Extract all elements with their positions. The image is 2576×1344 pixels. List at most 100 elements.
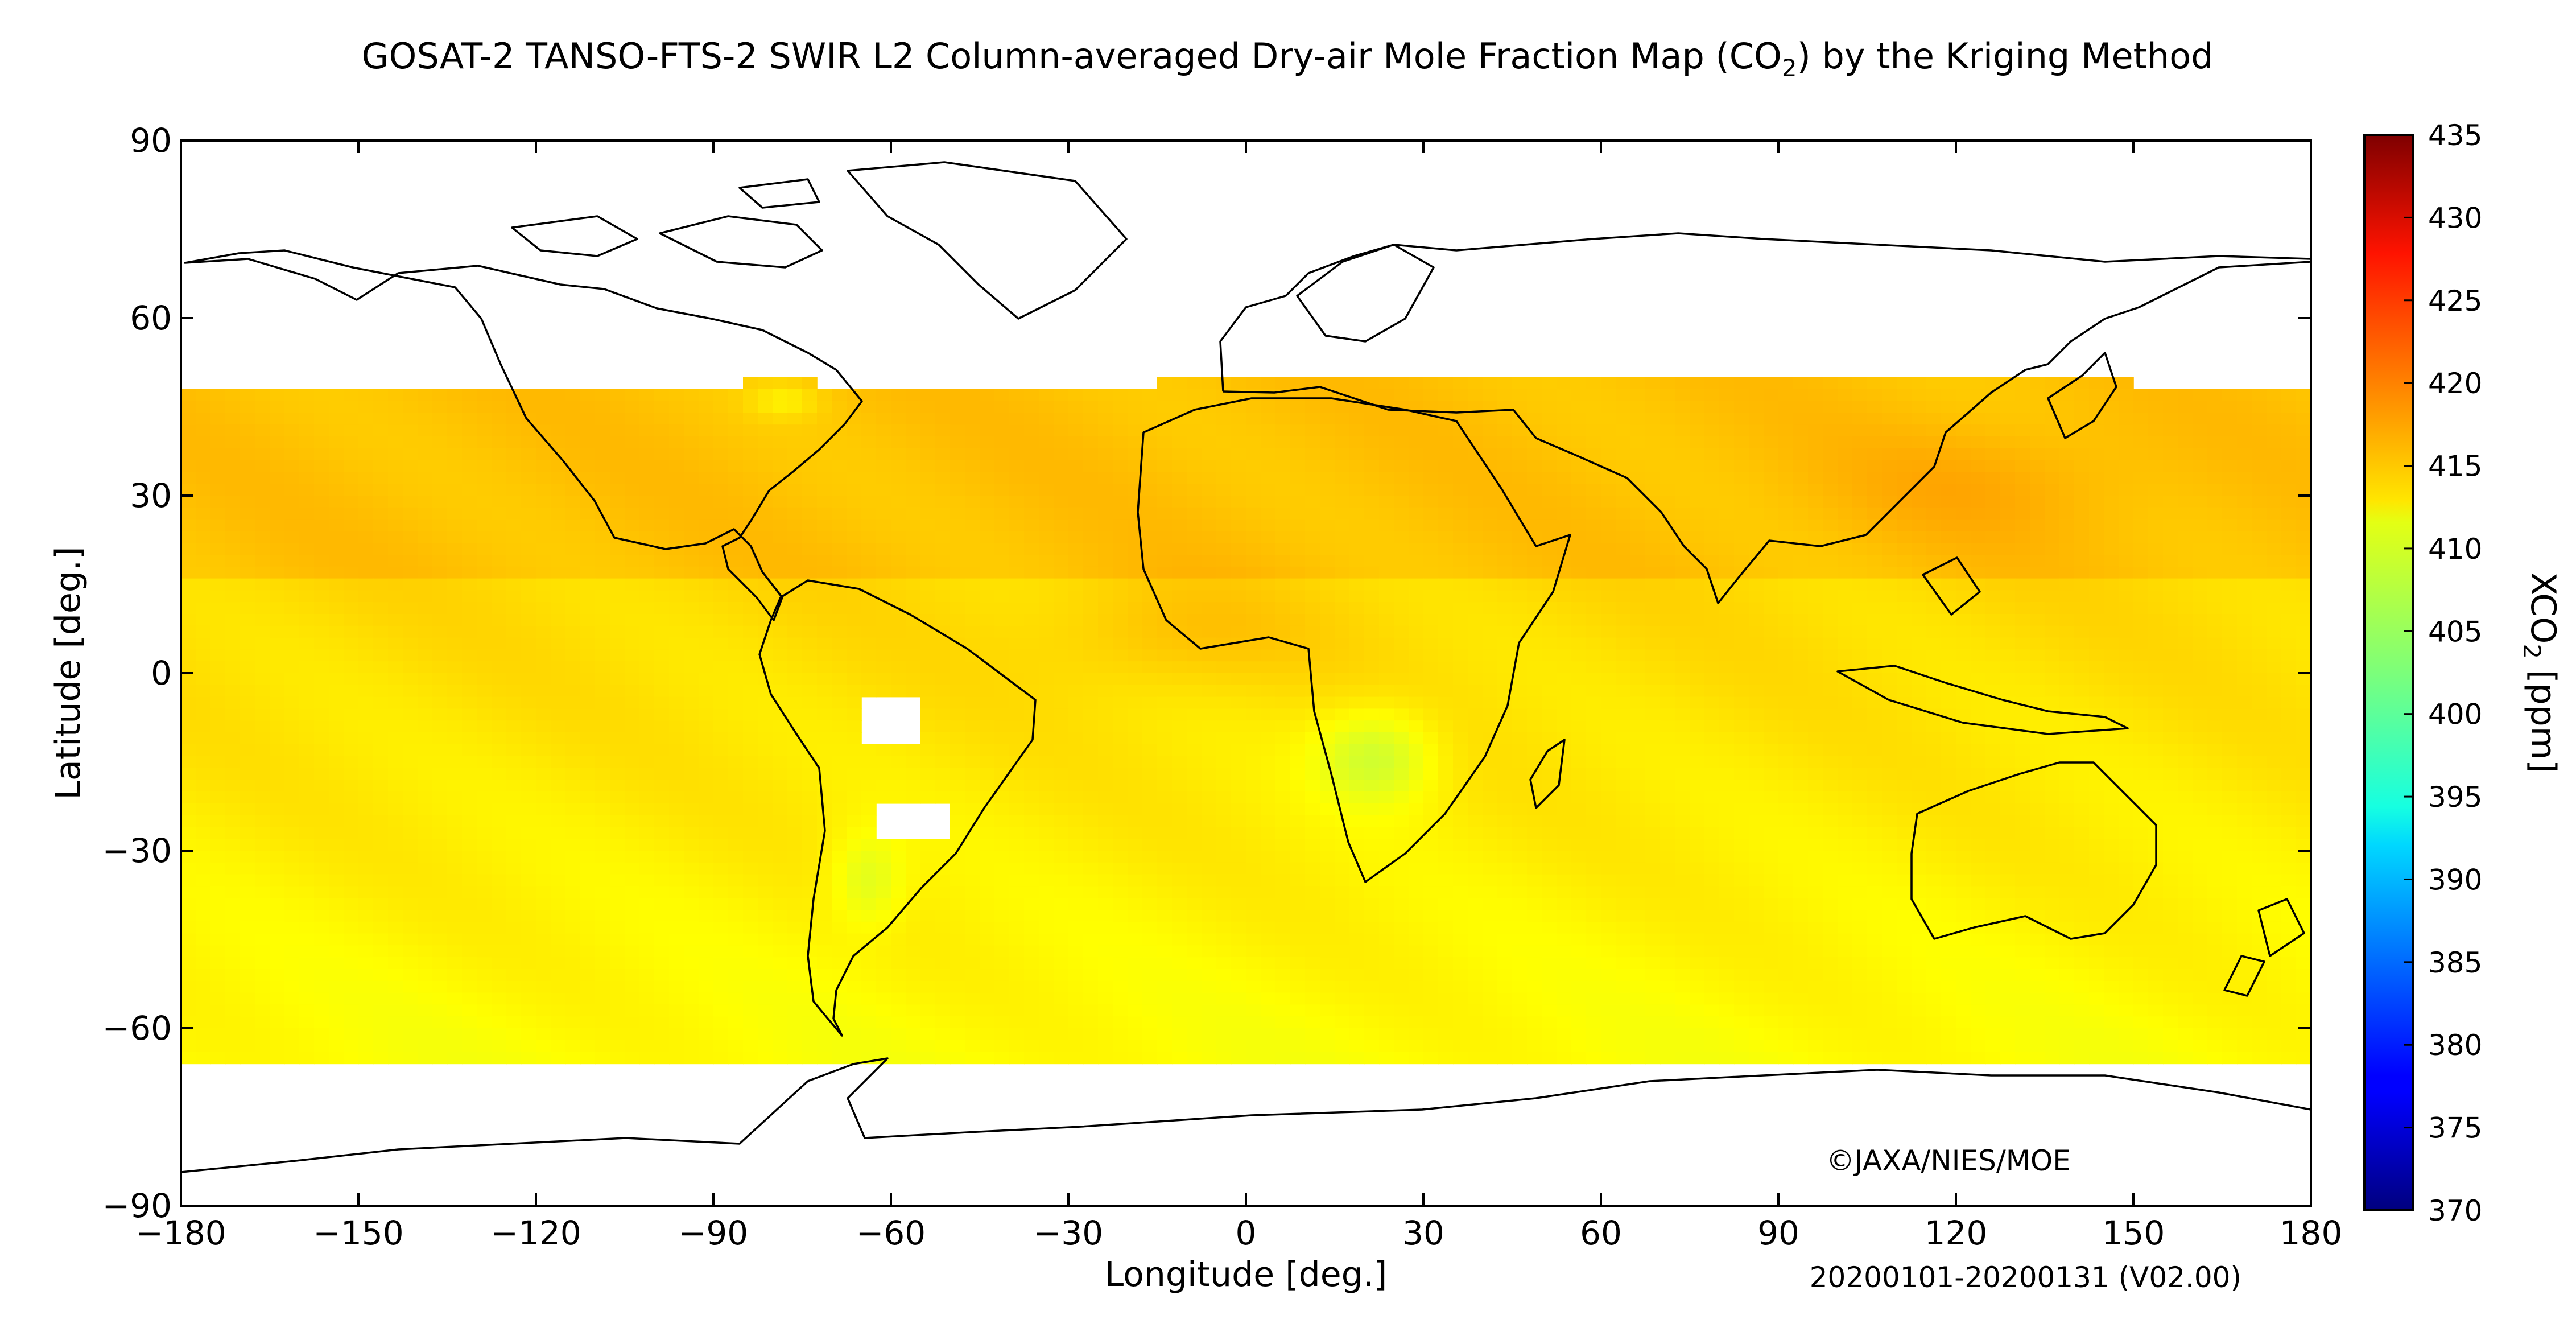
heatmap-cell bbox=[2296, 531, 2311, 543]
heatmap-cell bbox=[1409, 756, 1424, 769]
heatmap-cell bbox=[2267, 519, 2282, 532]
heatmap-cell bbox=[2267, 401, 2282, 414]
heatmap-cell bbox=[1586, 484, 1601, 496]
heatmap-cell bbox=[595, 637, 610, 650]
heatmap-cell bbox=[284, 614, 300, 626]
heatmap-cell bbox=[639, 780, 655, 792]
heatmap-cell bbox=[2030, 673, 2045, 686]
heatmap-cell bbox=[847, 389, 862, 402]
heatmap-cell bbox=[1690, 519, 1705, 532]
heatmap-cell bbox=[1483, 566, 1498, 579]
heatmap-cell bbox=[743, 732, 758, 745]
heatmap-cell bbox=[1645, 637, 1661, 650]
heatmap-cell bbox=[595, 496, 610, 508]
heatmap-cell bbox=[1941, 780, 1956, 792]
heatmap-cell bbox=[965, 744, 980, 757]
heatmap-cell bbox=[1704, 768, 1720, 780]
heatmap-cell bbox=[728, 685, 744, 698]
heatmap-cell bbox=[1216, 413, 1232, 425]
heatmap-cell bbox=[1527, 531, 1542, 543]
heatmap-cell bbox=[2237, 531, 2252, 543]
heatmap-cell bbox=[1956, 696, 1971, 710]
heatmap-cell bbox=[1675, 436, 1690, 449]
heatmap-cell bbox=[1764, 744, 1779, 757]
heatmap-cell bbox=[1882, 602, 1897, 615]
heatmap-cell bbox=[1719, 555, 1735, 567]
heatmap-cell bbox=[802, 436, 818, 449]
heatmap-cell bbox=[1187, 673, 1202, 686]
heatmap-cell bbox=[2148, 436, 2164, 449]
heatmap-cell bbox=[2252, 519, 2267, 532]
heatmap-cell bbox=[2089, 614, 2104, 626]
heatmap-cell bbox=[2222, 389, 2238, 402]
heatmap-cell bbox=[1305, 768, 1320, 780]
heatmap-cell bbox=[758, 625, 773, 638]
heatmap-cell bbox=[1054, 555, 1069, 567]
heatmap-cell bbox=[832, 460, 847, 473]
heatmap-cell bbox=[773, 756, 788, 769]
heatmap-cell bbox=[181, 732, 196, 745]
heatmap-cell bbox=[2237, 555, 2252, 567]
heatmap-cell bbox=[1453, 720, 1468, 733]
heatmap-cell bbox=[758, 696, 773, 710]
heatmap-cell bbox=[684, 720, 699, 733]
heatmap-cell bbox=[1852, 436, 1868, 449]
heatmap-cell bbox=[965, 555, 980, 567]
heatmap-cell bbox=[1305, 555, 1320, 567]
heatmap-cell bbox=[876, 448, 891, 461]
heatmap-cell bbox=[344, 708, 359, 721]
heatmap-cell bbox=[713, 649, 729, 662]
heatmap-cell bbox=[965, 531, 980, 543]
heatmap-cell bbox=[1394, 507, 1409, 520]
heatmap-cell bbox=[1335, 625, 1350, 638]
heatmap-cell bbox=[477, 413, 492, 425]
heatmap-cell bbox=[639, 673, 655, 686]
heatmap-cell bbox=[1512, 590, 1528, 603]
heatmap-cell bbox=[1054, 685, 1069, 698]
heatmap-cell bbox=[1068, 472, 1084, 484]
heatmap-cell bbox=[270, 720, 285, 733]
heatmap-cell bbox=[743, 685, 758, 698]
heatmap-cell bbox=[1675, 496, 1690, 508]
heatmap-cell bbox=[2000, 708, 2016, 721]
heatmap-cell bbox=[817, 484, 832, 496]
heatmap-cell bbox=[1261, 578, 1276, 591]
heatmap-cell bbox=[2045, 448, 2060, 461]
heatmap-cell bbox=[1675, 708, 1690, 721]
heatmap-cell bbox=[1660, 744, 1675, 757]
heatmap-cell bbox=[2000, 661, 2016, 674]
heatmap-cell bbox=[344, 732, 359, 745]
heatmap-cell bbox=[832, 413, 847, 425]
heatmap-cell bbox=[240, 448, 255, 461]
heatmap-cell bbox=[388, 531, 403, 543]
heatmap-cell bbox=[2089, 496, 2104, 508]
heatmap-cell bbox=[1823, 649, 1838, 662]
heatmap-cell bbox=[1601, 460, 1616, 473]
heatmap-cell bbox=[1409, 768, 1424, 780]
heatmap-cell bbox=[1453, 661, 1468, 674]
heatmap-cell bbox=[2000, 566, 2016, 579]
heatmap-cell bbox=[492, 720, 507, 733]
heatmap-cell bbox=[240, 436, 255, 449]
heatmap-cell bbox=[344, 484, 359, 496]
heatmap-cell bbox=[1867, 637, 1883, 650]
heatmap-cell bbox=[314, 744, 329, 757]
heatmap-cell bbox=[1305, 780, 1320, 792]
heatmap-cell bbox=[1719, 685, 1735, 698]
heatmap-cell bbox=[270, 673, 285, 686]
heatmap-cell bbox=[950, 578, 965, 591]
heatmap-cell bbox=[299, 484, 315, 496]
heatmap-cell bbox=[639, 460, 655, 473]
heatmap-cell bbox=[920, 756, 936, 769]
heatmap-cell bbox=[2089, 685, 2104, 698]
heatmap-cell bbox=[1838, 732, 1853, 745]
heatmap-cell bbox=[2119, 744, 2134, 757]
heatmap-cell bbox=[625, 578, 640, 591]
heatmap-cell bbox=[2222, 484, 2238, 496]
heatmap-cell bbox=[403, 519, 418, 532]
heatmap-cell bbox=[1764, 519, 1779, 532]
heatmap-cell bbox=[2119, 696, 2134, 710]
heatmap-cell bbox=[2104, 472, 2119, 484]
heatmap-cell bbox=[1823, 590, 1838, 603]
heatmap-cell bbox=[1719, 614, 1735, 626]
